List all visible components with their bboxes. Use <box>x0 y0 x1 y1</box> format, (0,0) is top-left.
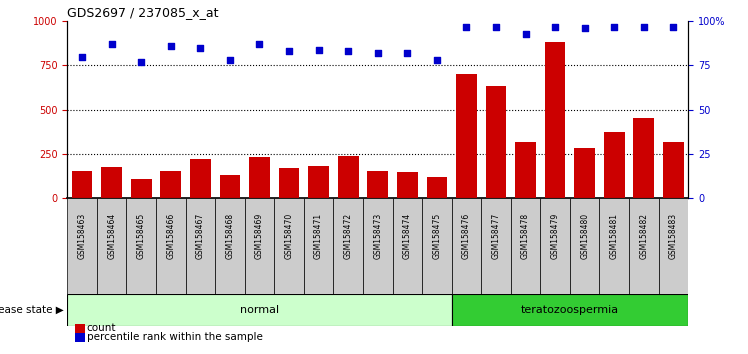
Text: GSM158481: GSM158481 <box>610 212 619 258</box>
Bar <box>186 198 215 294</box>
Point <box>224 57 236 63</box>
Point <box>461 24 473 29</box>
Text: GSM158476: GSM158476 <box>462 212 471 259</box>
Text: GSM158479: GSM158479 <box>551 212 560 259</box>
Bar <box>156 198 186 294</box>
Bar <box>540 198 570 294</box>
Point <box>283 48 295 54</box>
Text: GSM158474: GSM158474 <box>403 212 412 259</box>
Bar <box>393 198 422 294</box>
Text: GSM158463: GSM158463 <box>78 212 87 259</box>
Text: teratozoospermia: teratozoospermia <box>521 305 619 315</box>
Bar <box>220 175 240 198</box>
Bar <box>452 294 688 326</box>
Text: normal: normal <box>240 305 279 315</box>
Text: percentile rank within the sample: percentile rank within the sample <box>87 332 263 342</box>
Bar <box>481 198 511 294</box>
Bar <box>190 159 211 198</box>
Text: GSM158478: GSM158478 <box>521 212 530 259</box>
Text: GSM158465: GSM158465 <box>137 212 146 259</box>
Bar <box>452 198 481 294</box>
Bar <box>304 198 334 294</box>
Text: GSM158473: GSM158473 <box>373 212 382 259</box>
Bar <box>570 198 599 294</box>
Point <box>165 43 177 49</box>
Point <box>431 57 443 63</box>
Bar <box>245 198 275 294</box>
Bar <box>456 74 476 198</box>
Point <box>135 59 147 65</box>
Bar <box>367 171 388 198</box>
Bar <box>67 198 97 294</box>
Bar <box>160 171 181 198</box>
Bar <box>426 177 447 198</box>
Point <box>76 54 88 59</box>
Bar <box>545 42 565 198</box>
Bar <box>515 143 536 198</box>
Bar <box>126 198 156 294</box>
Bar <box>363 198 393 294</box>
Text: GSM158468: GSM158468 <box>225 212 234 259</box>
Bar <box>574 148 595 198</box>
Text: GSM158480: GSM158480 <box>580 212 589 259</box>
Bar <box>67 294 452 326</box>
Bar <box>629 198 658 294</box>
Bar <box>663 142 684 198</box>
Point <box>105 41 117 47</box>
Text: GSM158467: GSM158467 <box>196 212 205 259</box>
Bar <box>511 198 540 294</box>
Text: GSM158464: GSM158464 <box>107 212 116 259</box>
Point <box>490 24 502 29</box>
Text: GSM158475: GSM158475 <box>432 212 441 259</box>
Text: disease state ▶: disease state ▶ <box>0 305 64 315</box>
Point <box>520 31 532 36</box>
Bar <box>215 198 245 294</box>
Point <box>638 24 650 29</box>
Point <box>194 45 206 51</box>
Bar <box>599 198 629 294</box>
Point <box>372 50 384 56</box>
Point <box>667 24 679 29</box>
Bar <box>101 167 122 198</box>
Point <box>579 25 591 31</box>
Text: GSM158482: GSM158482 <box>640 212 649 258</box>
Text: GSM158469: GSM158469 <box>255 212 264 259</box>
Bar <box>485 86 506 198</box>
Text: GSM158470: GSM158470 <box>284 212 293 259</box>
Bar <box>604 132 625 198</box>
Text: GSM158472: GSM158472 <box>343 212 352 259</box>
Point <box>549 24 561 29</box>
Bar <box>338 156 358 198</box>
Bar <box>72 171 93 198</box>
Text: GSM158483: GSM158483 <box>669 212 678 259</box>
Point <box>342 48 354 54</box>
Bar <box>658 198 688 294</box>
Bar <box>279 168 299 198</box>
Bar <box>249 156 270 198</box>
Point <box>313 47 325 52</box>
Bar <box>397 172 417 198</box>
Point <box>402 50 414 56</box>
Bar <box>275 198 304 294</box>
Bar <box>334 198 363 294</box>
Text: GSM158471: GSM158471 <box>314 212 323 259</box>
Text: GDS2697 / 237085_x_at: GDS2697 / 237085_x_at <box>67 6 219 19</box>
Point <box>254 41 266 47</box>
Point <box>608 24 620 29</box>
Bar <box>97 198 126 294</box>
Text: count: count <box>87 323 116 333</box>
Text: GSM158466: GSM158466 <box>166 212 175 259</box>
Text: GSM158477: GSM158477 <box>491 212 500 259</box>
Bar <box>308 166 329 198</box>
Bar <box>634 118 654 198</box>
Bar <box>422 198 452 294</box>
Bar <box>131 179 152 198</box>
